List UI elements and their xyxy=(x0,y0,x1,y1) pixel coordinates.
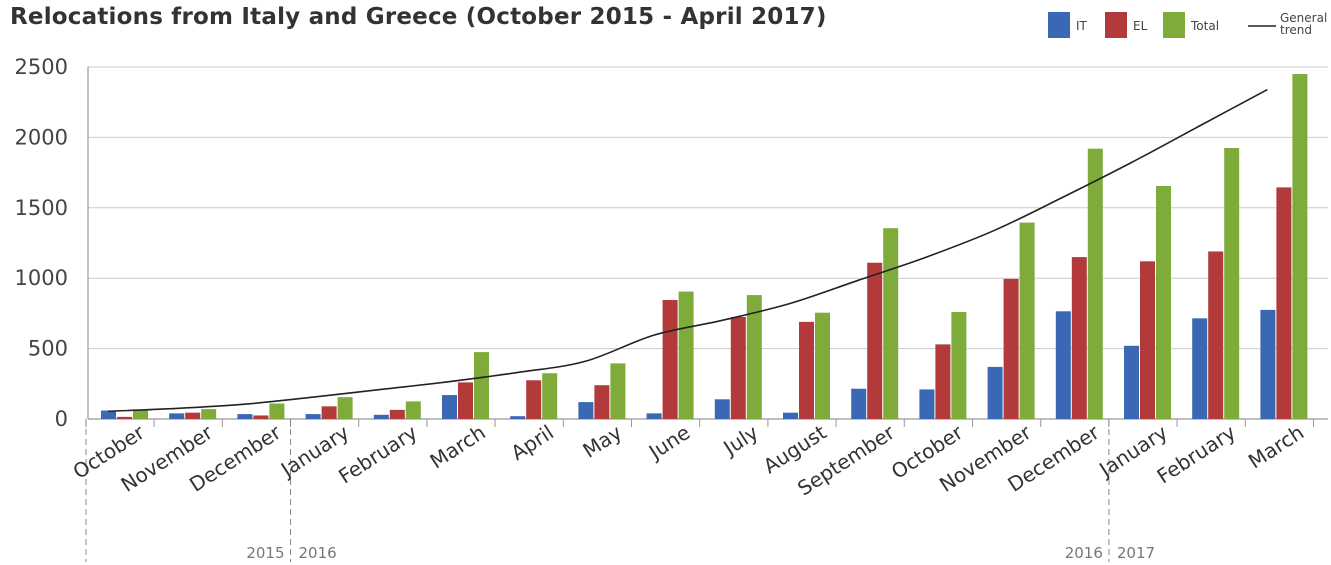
bar-it xyxy=(783,412,798,419)
bar-el xyxy=(867,262,883,419)
axis-labels: 05001000150020002500OctoberNovemberDecem… xyxy=(15,55,1309,562)
bar-it xyxy=(851,388,867,419)
legend-label: EL xyxy=(1133,19,1148,33)
y-tick-label: 500 xyxy=(28,337,68,361)
bars xyxy=(101,74,1308,419)
bar-el xyxy=(799,321,814,419)
y-tick-label: 0 xyxy=(55,407,68,431)
x-tick-label: July xyxy=(718,420,763,461)
y-tick-label: 2500 xyxy=(15,55,68,79)
x-tick-label: March xyxy=(426,420,490,473)
legend-swatch xyxy=(1163,12,1185,38)
x-tick-label: May xyxy=(578,420,626,463)
x-tick-label: March xyxy=(1244,420,1308,473)
bar-total xyxy=(405,401,421,419)
trend-line xyxy=(107,88,1268,413)
chart-title: Relocations from Italy and Greece (Octob… xyxy=(10,4,827,30)
bar-el xyxy=(458,382,473,419)
bar-el xyxy=(730,316,746,419)
bar-it xyxy=(373,414,389,419)
bar-total xyxy=(269,403,285,419)
trend-line-group xyxy=(107,88,1268,413)
bar-el xyxy=(1140,261,1155,419)
year-label: 2016 xyxy=(299,544,337,562)
bar-it xyxy=(305,414,321,419)
x-tick-label: June xyxy=(643,420,694,465)
bar-el xyxy=(1071,257,1087,419)
bar-total xyxy=(1019,222,1035,419)
year-label: 2016 xyxy=(1065,544,1103,562)
bar-el xyxy=(117,416,132,419)
bar-total xyxy=(678,291,694,419)
bar-el xyxy=(935,344,951,419)
y-tick-label: 2000 xyxy=(15,125,68,149)
bar-total xyxy=(951,311,967,419)
bar-el xyxy=(594,385,610,419)
x-tick-label: April xyxy=(507,420,558,465)
bar-it xyxy=(578,402,594,419)
bar-it xyxy=(237,414,253,419)
bar-total xyxy=(337,397,353,419)
bar-it xyxy=(646,413,662,419)
x-tick-label: February xyxy=(334,420,422,488)
y-tick-label: 1500 xyxy=(15,196,68,220)
x-tick-label: February xyxy=(1153,420,1241,488)
bar-el xyxy=(321,406,337,419)
bar-total xyxy=(201,409,217,419)
bar-el xyxy=(1276,187,1292,419)
bar-it xyxy=(101,410,116,419)
bar-it xyxy=(714,399,730,419)
bar-it xyxy=(169,413,185,419)
legend-swatch xyxy=(1105,12,1127,38)
axes xyxy=(85,67,1328,562)
legend-label: General xyxy=(1280,11,1327,25)
year-label: 2017 xyxy=(1117,544,1155,562)
bar-total xyxy=(883,228,899,419)
bar-it xyxy=(442,395,457,419)
legend-swatch xyxy=(1048,12,1070,38)
bar-el xyxy=(1003,278,1019,419)
y-tick-label: 1000 xyxy=(15,266,68,290)
bar-el xyxy=(1208,251,1224,419)
bar-el xyxy=(389,409,405,419)
bar-total xyxy=(474,352,489,419)
year-label: 2015 xyxy=(246,544,284,562)
bar-it xyxy=(1192,318,1208,419)
bar-el xyxy=(185,412,201,419)
bar-el xyxy=(253,415,269,419)
bar-el xyxy=(526,380,542,419)
legend-label: trend xyxy=(1280,23,1312,37)
bar-total xyxy=(1224,147,1240,419)
bar-total xyxy=(746,295,762,419)
bar-it xyxy=(987,366,1003,419)
legend-label: Total xyxy=(1190,19,1219,33)
bar-el xyxy=(662,300,678,419)
legend-label: IT xyxy=(1076,19,1088,33)
bar-total xyxy=(542,373,558,419)
bar-total xyxy=(1156,185,1171,419)
bar-total xyxy=(815,312,830,419)
bar-total xyxy=(610,363,626,419)
bar-total xyxy=(1292,74,1308,419)
bar-it xyxy=(1055,311,1071,419)
bar-it xyxy=(919,389,935,419)
bar-total xyxy=(1087,148,1103,419)
bar-it xyxy=(1260,309,1276,419)
bar-it xyxy=(1124,345,1139,419)
bar-it xyxy=(510,416,526,419)
bar-total xyxy=(133,410,148,419)
grid-lines xyxy=(88,66,1328,350)
